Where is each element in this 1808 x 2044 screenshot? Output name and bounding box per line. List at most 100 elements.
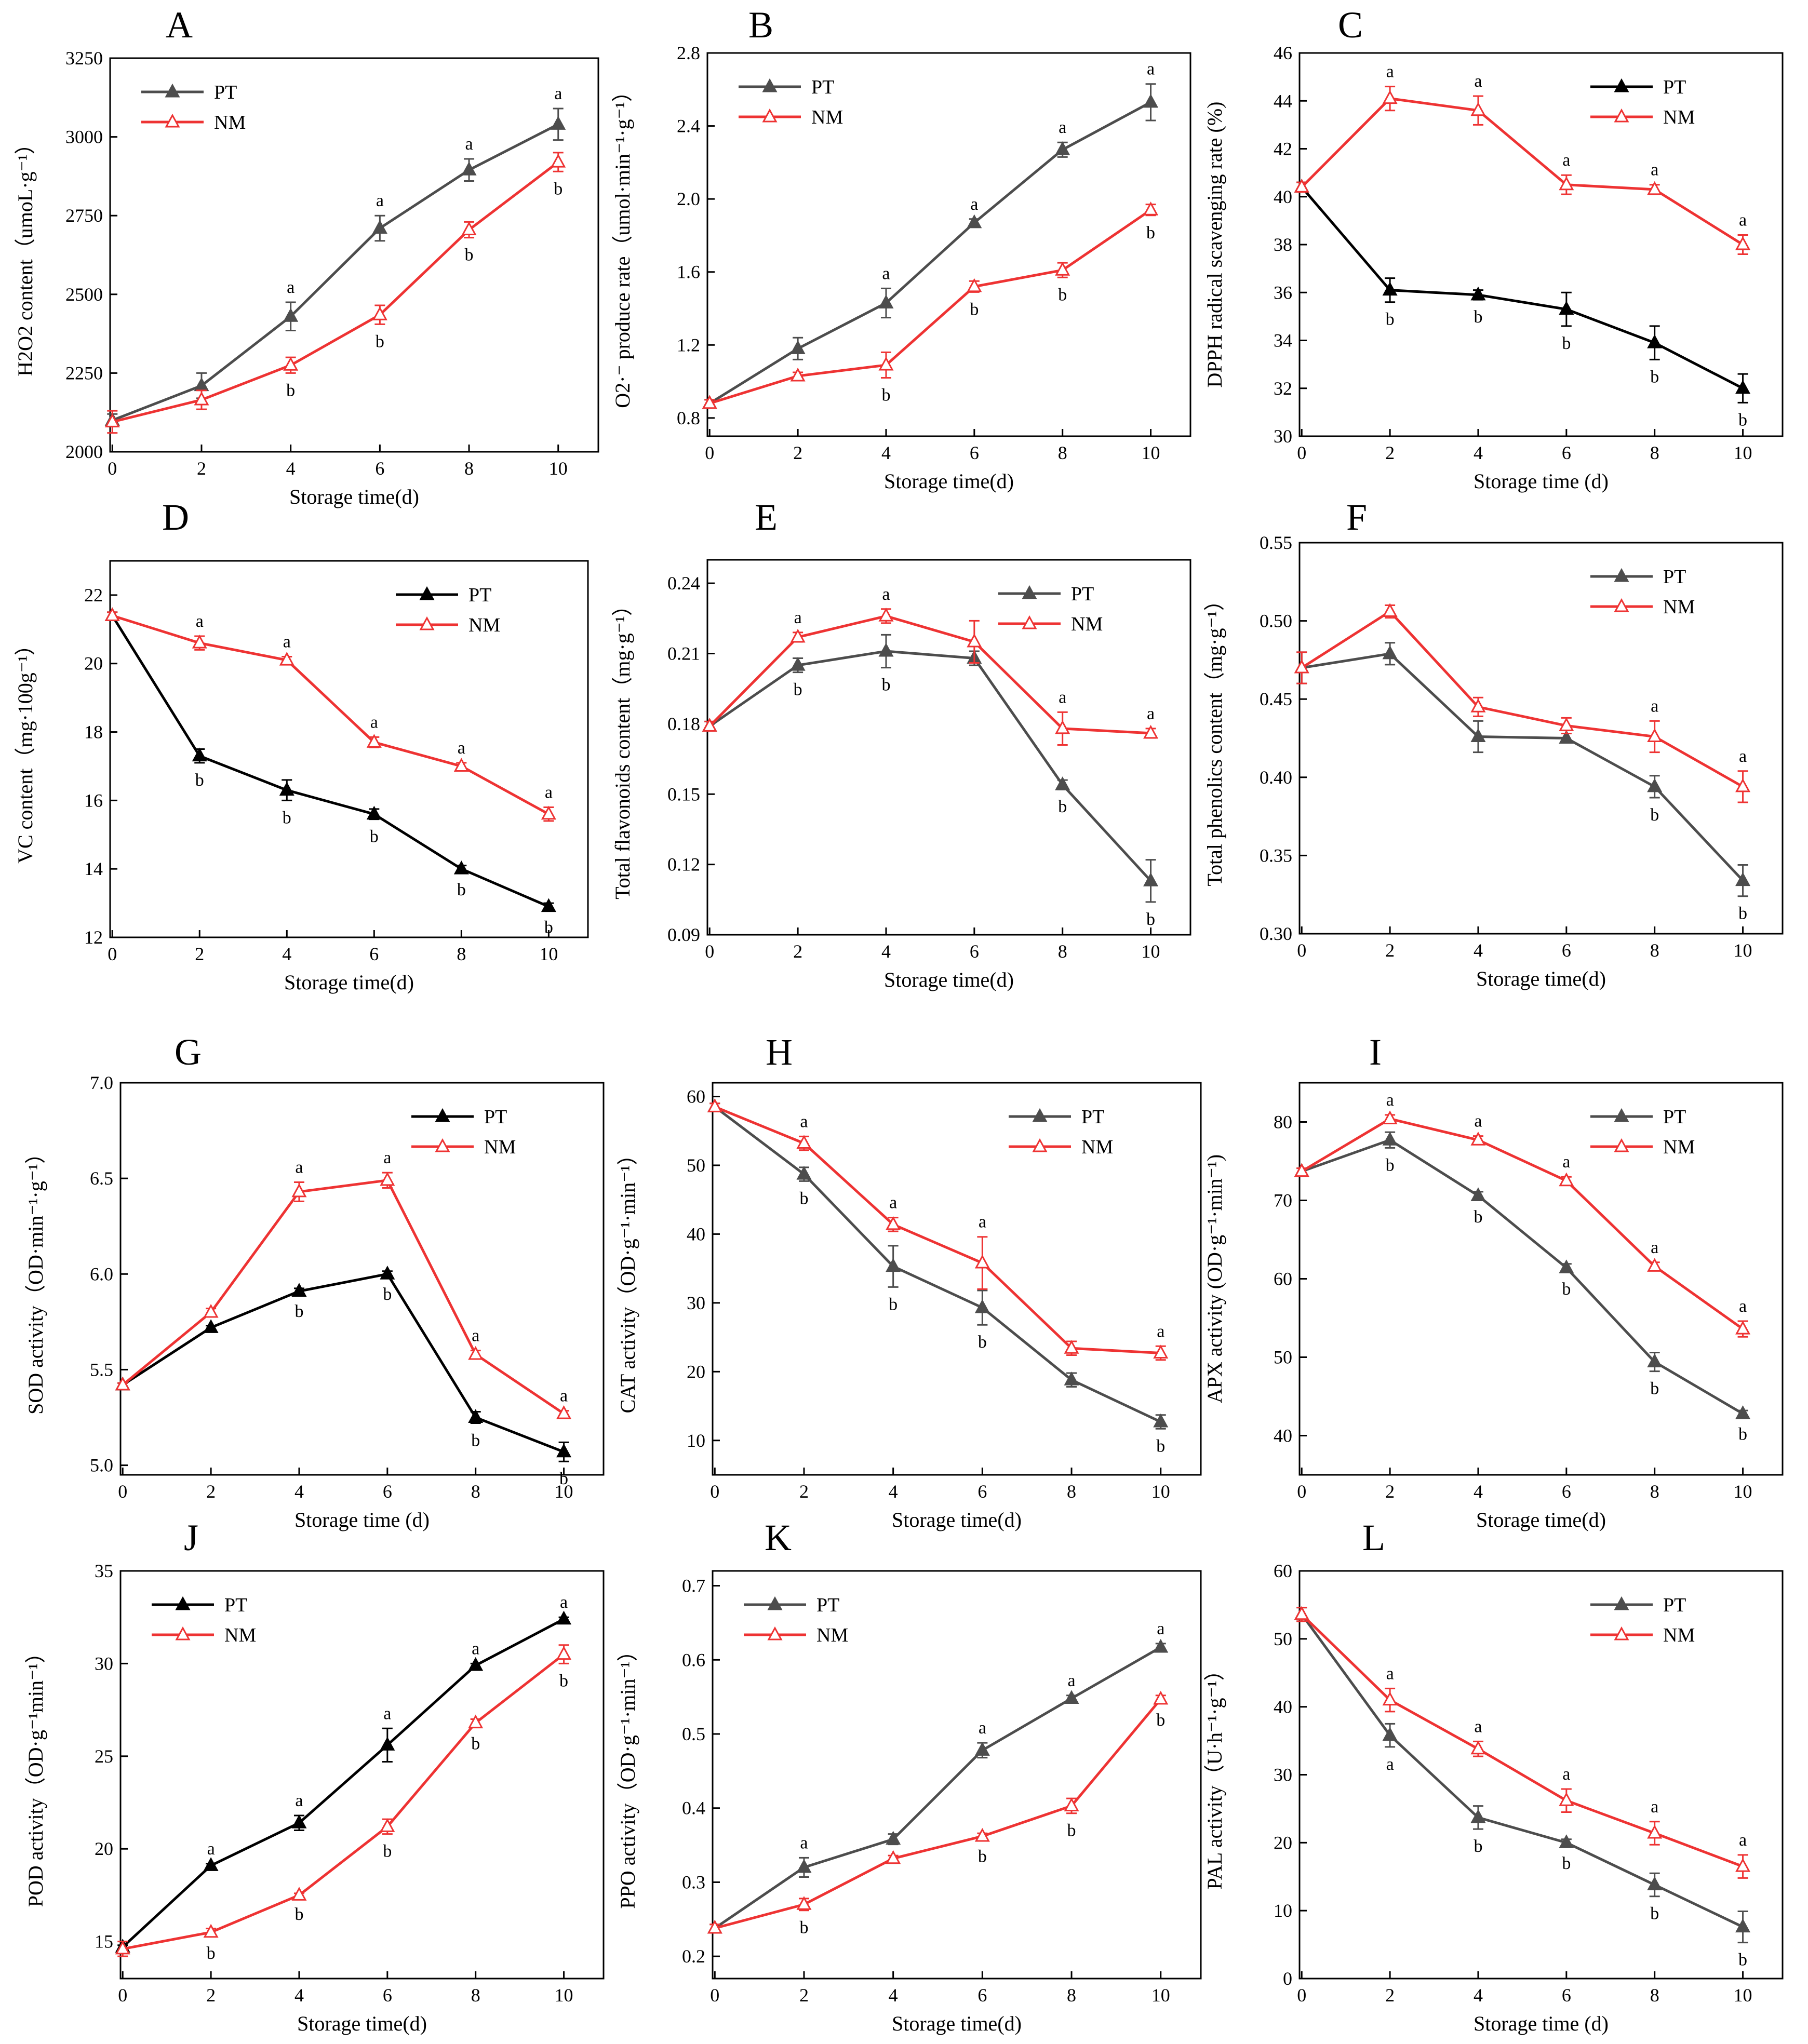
significance-label: b xyxy=(978,1847,987,1866)
data-point-NM xyxy=(1382,1691,1398,1706)
x-tick-label: 10 xyxy=(1734,940,1752,961)
significance-label: b xyxy=(1474,1837,1482,1856)
y-tick-label: 30 xyxy=(1274,426,1292,447)
legend-marker-NM xyxy=(1022,615,1037,629)
y-axis-title: POD activity（OD·g⁻¹min⁻¹） xyxy=(24,1643,47,1907)
significance-label: a xyxy=(383,1148,391,1167)
significance-label: a xyxy=(1474,72,1482,91)
series-line-NM xyxy=(1301,1613,1744,1868)
y-tick-label: 0.7 xyxy=(682,1576,705,1596)
x-tick-label: 8 xyxy=(1650,1985,1659,2006)
y-tick-label: 20 xyxy=(687,1361,705,1382)
significance-label: b xyxy=(1562,334,1571,353)
panel-L: L 0 2 4 6 8 10 0 10 20 30 40 50 60 Storage time (d) PAL… xyxy=(1203,1517,1784,2035)
panel-B: B 0 2 4 6 8 10 0.8 1.2 1.6 2.0 2.4 2.8 Storage time(d… xyxy=(611,4,1191,493)
x-tick-label: 0 xyxy=(705,941,714,962)
significance-label: a xyxy=(1147,704,1155,723)
x-tick-label: 0 xyxy=(710,1481,719,1502)
y-tick-label: 0.8 xyxy=(677,408,700,428)
x-tick-label: 4 xyxy=(1474,442,1483,463)
x-tick-label: 6 xyxy=(369,944,379,964)
legend-marker-PT xyxy=(435,1108,450,1122)
data-point-PT xyxy=(1470,728,1486,742)
y-axis-title: PAL activity（U·h⁻¹·g⁻¹） xyxy=(1203,1660,1226,1889)
significance-label: a xyxy=(1474,1717,1482,1736)
legend-label: PT xyxy=(1663,1106,1686,1128)
x-tick-label: 6 xyxy=(383,1481,392,1502)
y-axis-title: SOD activity（OD·min⁻¹·g⁻¹） xyxy=(24,1143,47,1415)
y-tick-label: 14 xyxy=(84,858,103,879)
series-line-NM xyxy=(1301,610,1744,788)
data-point-PT xyxy=(974,1742,990,1756)
data-point-PT xyxy=(194,377,209,392)
panel-letter: K xyxy=(765,1517,792,1558)
legend-label: NM xyxy=(1663,596,1695,618)
data-point-PT xyxy=(283,308,299,322)
x-tick-label: 6 xyxy=(1562,940,1571,961)
x-axis-title: Storage time(d) xyxy=(289,485,419,508)
data-point-NM xyxy=(886,1850,901,1864)
x-tick-label: 2 xyxy=(206,1481,216,1502)
significance-label: a xyxy=(383,1704,391,1723)
data-point-NM xyxy=(1735,236,1751,250)
y-tick-label: 0.24 xyxy=(667,573,700,594)
significance-label: a xyxy=(979,1213,986,1232)
data-point-PT xyxy=(1064,1371,1079,1386)
data-point-PT xyxy=(1470,286,1486,301)
plot-frame xyxy=(1298,1570,1784,1980)
significance-label: b xyxy=(1386,310,1395,329)
panel-A: A 0 2 4 6 8 10 2000 2250 2500 2750 3000 3250 Storage … xyxy=(14,4,599,508)
significance-label: b xyxy=(559,1671,568,1690)
data-point-NM xyxy=(115,1376,130,1391)
series-line-PT xyxy=(1301,652,1744,882)
series-line-PT xyxy=(122,1618,565,1948)
data-point-PT xyxy=(796,1166,812,1180)
significance-label: a xyxy=(1739,747,1747,766)
data-point-PT xyxy=(1647,1353,1663,1368)
series-line-NM xyxy=(1301,1117,1744,1330)
x-tick-label: 8 xyxy=(457,944,466,964)
data-point-PT xyxy=(1647,1876,1663,1890)
y-tick-label: 20 xyxy=(1274,1832,1292,1853)
data-point-PT xyxy=(1559,301,1574,315)
data-point-NM xyxy=(886,1216,901,1230)
significance-label: b xyxy=(970,300,979,319)
y-tick-label: 10 xyxy=(687,1430,705,1451)
y-tick-label: 0.4 xyxy=(682,1798,705,1819)
x-tick-label: 4 xyxy=(282,944,291,964)
data-point-NM xyxy=(372,306,387,320)
x-axis-title: Storage time(d) xyxy=(297,2012,427,2035)
significance-label: a xyxy=(458,738,465,758)
significance-label: b xyxy=(978,1333,987,1352)
y-axis-title: Total flavonoids content（mg·g⁻¹） xyxy=(611,595,634,899)
data-point-NM xyxy=(1382,90,1398,104)
panel-H: H 0 2 4 6 8 10 10 20 30 40 50 60 Storage time(d) CAT a… xyxy=(616,1031,1202,1531)
data-point-NM xyxy=(1559,176,1574,191)
significance-label: a xyxy=(554,84,562,103)
significance-label: b xyxy=(294,1905,303,1924)
legend-label: NM xyxy=(468,614,500,636)
x-axis-title: Storage time(d) xyxy=(892,2012,1022,2035)
x-tick-label: 8 xyxy=(1067,1481,1076,1502)
y-tick-label: 0 xyxy=(1283,1968,1292,1989)
x-tick-label: 6 xyxy=(970,442,979,463)
significance-label: a xyxy=(1474,1112,1482,1131)
significance-label: b xyxy=(1650,1379,1659,1398)
legend-label: NM xyxy=(214,112,246,133)
significance-label: b xyxy=(471,1431,480,1450)
data-point-NM xyxy=(366,734,382,748)
significance-label: b xyxy=(1386,1155,1395,1175)
legend-marker-PT xyxy=(1022,585,1037,599)
x-tick-label: 8 xyxy=(1058,941,1067,962)
data-point-PT xyxy=(886,1258,901,1272)
plot-frame xyxy=(706,52,1191,437)
x-tick-label: 4 xyxy=(881,941,891,962)
x-tick-label: 2 xyxy=(1385,1481,1395,1502)
legend-marker-NM xyxy=(762,108,778,123)
data-point-NM xyxy=(1143,201,1159,216)
legend-marker-PT xyxy=(1614,568,1629,582)
legend-label: PT xyxy=(468,584,491,606)
panel-letter: F xyxy=(1346,496,1367,538)
series-line-PT xyxy=(1301,1138,1744,1415)
y-tick-label: 2.0 xyxy=(677,189,700,209)
